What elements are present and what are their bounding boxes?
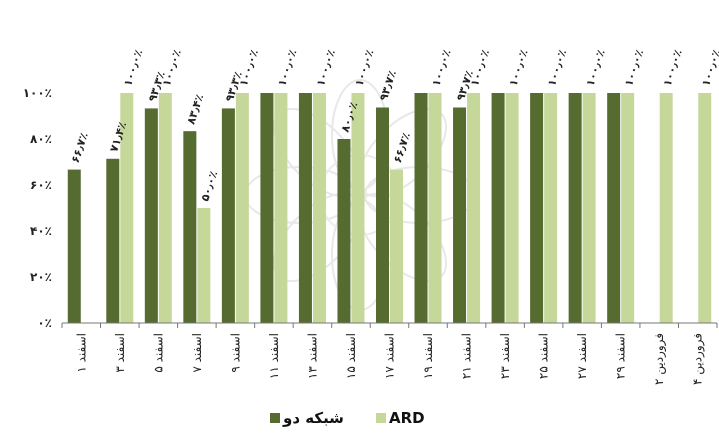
bar-shabake-do xyxy=(568,93,582,323)
data-label: ۵۰٫۰٪ xyxy=(198,169,220,202)
bar-ard xyxy=(698,93,712,323)
bar-shabake-do xyxy=(67,169,81,323)
data-label: ۱۰۰٫۰٪ xyxy=(507,48,531,88)
bar-shabake-do xyxy=(298,93,312,323)
y-tick-label: ۴۰٪ xyxy=(30,224,52,238)
data-label: ۱۰۰٫۰٪ xyxy=(314,48,338,88)
data-label: ۶۶٫۷٪ xyxy=(391,131,413,164)
category-label: ۱۱ اسفند xyxy=(267,333,281,379)
bar-ard xyxy=(544,93,558,323)
legend-label-shabake-do: شبکه دو xyxy=(282,409,344,427)
data-label: ۱۰۰٫۰٪ xyxy=(661,48,685,88)
data-label: ۱۰۰٫۰٪ xyxy=(699,48,719,88)
bar-ard xyxy=(158,93,172,323)
category-label: ۴ فروردین xyxy=(691,333,706,385)
data-label: ۹۳٫۷٪ xyxy=(377,69,399,102)
bar-shabake-do xyxy=(530,93,544,323)
category-label: ۳ اسفند xyxy=(113,333,127,373)
data-label: ۱۰۰٫۰٪ xyxy=(352,48,376,88)
category-label: ۷ اسفند xyxy=(190,333,204,373)
bar-ard xyxy=(351,93,365,323)
data-label: ۱۰۰٫۰٪ xyxy=(622,48,646,88)
bar-ard xyxy=(274,93,288,323)
category-label: ۱ اسفند xyxy=(74,333,88,373)
category-label: ۱۷ اسفند xyxy=(383,333,397,379)
bar-shabake-do xyxy=(337,139,351,323)
category-label: ۱۳ اسفند xyxy=(305,333,319,379)
category-label: ۲۹ اسفند xyxy=(614,333,628,379)
category-label: ۲۱ اسفند xyxy=(460,333,474,379)
data-label: ۱۰۰٫۰٪ xyxy=(584,48,608,88)
category-label: ۲ فروردین xyxy=(652,333,667,385)
bars-group xyxy=(67,93,712,324)
bar-ard xyxy=(235,93,249,323)
data-label: ۱۰۰٫۰٪ xyxy=(545,48,569,88)
bar-ard xyxy=(467,93,481,323)
category-label: ۵ اسفند xyxy=(151,333,165,373)
data-label: ۱۰۰٫۰٪ xyxy=(160,48,184,88)
bar-shabake-do xyxy=(260,93,274,323)
y-tick-label: ۶۰٪ xyxy=(30,178,52,192)
x-axis xyxy=(61,322,718,328)
legend-label-ard: ARD xyxy=(389,409,425,427)
category-label: ۹ اسفند xyxy=(228,333,242,373)
category-label: ۲۳ اسفند xyxy=(498,333,512,379)
data-label: ۶۶٫۷٪ xyxy=(69,131,91,164)
data-label: ۱۰۰٫۰٪ xyxy=(121,48,145,88)
y-axis-ticks: ۰٪ ۲۰٪ ۴۰٪ ۶۰٪ ۸۰٪ ۱۰۰٪ xyxy=(23,86,52,330)
data-label: ۱۰۰٫۰٪ xyxy=(275,48,299,88)
bar-ard xyxy=(197,208,211,323)
bar-shabake-do xyxy=(453,107,467,324)
data-label: ۱۰۰٫۰٪ xyxy=(468,48,492,88)
bar-shabake-do xyxy=(183,131,197,323)
bar-ard xyxy=(312,93,326,323)
category-label: ۲۵ اسفند xyxy=(537,333,551,379)
y-tick-label: ۱۰۰٪ xyxy=(23,86,52,100)
legend-swatch-shabake-do xyxy=(270,413,280,423)
bar-ard xyxy=(659,93,673,323)
y-tick-label: ۰٪ xyxy=(37,316,52,330)
bar-ard xyxy=(582,93,596,323)
bar-shabake-do xyxy=(144,108,158,323)
y-tick-label: ۸۰٪ xyxy=(30,132,52,146)
bar-ard xyxy=(428,93,442,323)
y-tick-label: ۲۰٪ xyxy=(30,270,52,284)
legend-swatch-ard xyxy=(376,413,386,423)
bar-ard xyxy=(390,169,403,323)
bar-ard xyxy=(120,93,134,323)
bar-shabake-do xyxy=(491,93,505,323)
legend: شبکه دو ARD xyxy=(270,409,425,427)
bar-shabake-do xyxy=(106,158,120,323)
data-label: ۱۰۰٫۰٪ xyxy=(430,48,454,88)
bar-shabake-do xyxy=(414,93,428,323)
bar-ard xyxy=(621,93,635,323)
data-label: ۱۰۰٫۰٪ xyxy=(237,48,261,88)
category-labels-group: ۱ اسفند ۳ اسفند ۵ اسفند ۷ اسفند ۹ اسفند ۱۱ اس… xyxy=(74,333,705,385)
data-label: ۸۳٫۴٪ xyxy=(184,93,206,126)
category-label: ۱۹ اسفند xyxy=(421,333,435,379)
bar-shabake-do xyxy=(221,108,235,323)
category-label: ۲۷ اسفند xyxy=(575,333,589,379)
bar-shabake-do xyxy=(376,107,389,324)
category-label: ۱۵ اسفند xyxy=(344,333,358,379)
bar-ard xyxy=(505,93,519,323)
bar-shabake-do xyxy=(607,93,621,323)
